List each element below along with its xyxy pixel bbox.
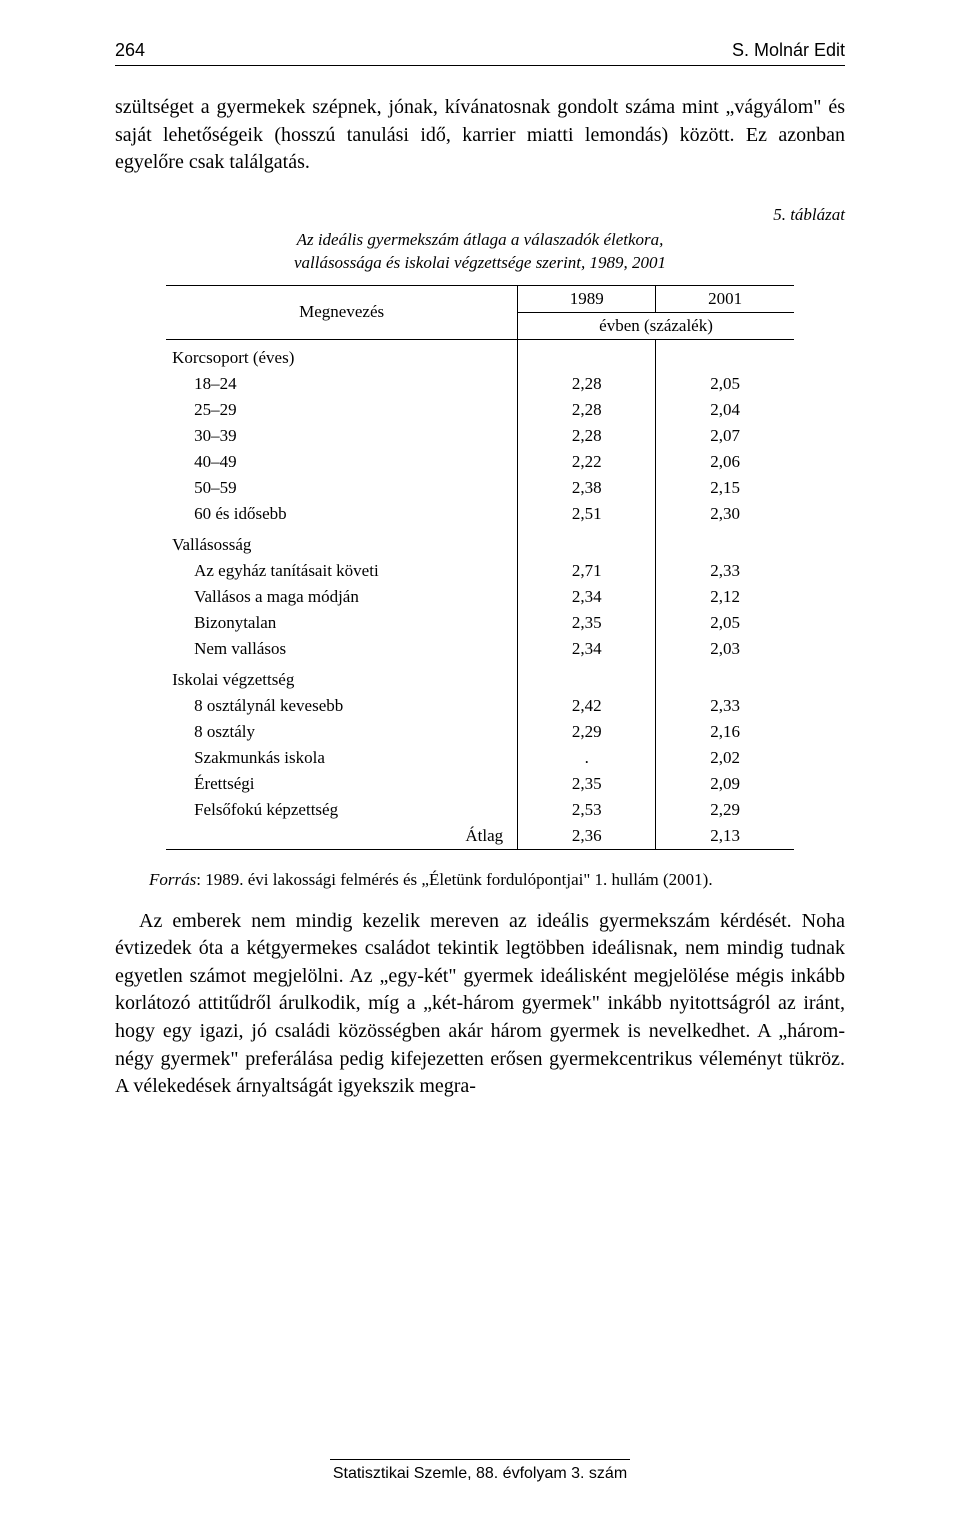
footer-rule bbox=[330, 1459, 630, 1460]
cell-1989: 2,34 bbox=[518, 584, 656, 610]
cell-empty bbox=[518, 527, 656, 558]
cell-1989: . bbox=[518, 745, 656, 771]
table-title-line1: Az ideális gyermekszám átlaga a válaszad… bbox=[297, 230, 664, 249]
cell-2001: 2,16 bbox=[656, 719, 794, 745]
cell-empty bbox=[656, 339, 794, 371]
page-footer: Statisztikai Szemle, 88. évfolyam 3. szá… bbox=[0, 1459, 960, 1483]
cell-2001: 2,02 bbox=[656, 745, 794, 771]
paragraph-2: Az emberek nem mindig kezelik mereven az… bbox=[115, 908, 845, 1101]
cell-empty bbox=[518, 339, 656, 371]
cell-2001: 2,04 bbox=[656, 397, 794, 423]
page-header: 264 S. Molnár Edit bbox=[115, 40, 845, 66]
cell-1989: 2,29 bbox=[518, 719, 656, 745]
row-label: Szakmunkás iskola bbox=[166, 745, 518, 771]
cell-1989: 2,42 bbox=[518, 693, 656, 719]
data-table: Megnevezés 1989 2001 évben (százalék) Ko… bbox=[166, 285, 794, 850]
cell-2001: 2,05 bbox=[656, 610, 794, 636]
cell-2001: 2,33 bbox=[656, 693, 794, 719]
cell-2001: 2,15 bbox=[656, 475, 794, 501]
table-title-line2: vallásossága és iskolai végzettsége szer… bbox=[294, 253, 666, 272]
group-title: Korcsoport (éves) bbox=[166, 339, 518, 371]
row-label: 8 osztály bbox=[166, 719, 518, 745]
cell-1989: 2,28 bbox=[518, 423, 656, 449]
cell-2001: 2,03 bbox=[656, 636, 794, 662]
cell-1989: 2,35 bbox=[518, 771, 656, 797]
page: 264 S. Molnár Edit szültséget a gyermeke… bbox=[0, 0, 960, 1523]
row-label: 40–49 bbox=[166, 449, 518, 475]
th-name: Megnevezés bbox=[166, 285, 518, 339]
table-source: Forrás: 1989. évi lakossági felmérés és … bbox=[129, 870, 831, 890]
footer-text: Statisztikai Szemle, 88. évfolyam 3. szá… bbox=[333, 1465, 627, 1482]
total-2001: 2,13 bbox=[656, 823, 794, 850]
cell-1989: 2,35 bbox=[518, 610, 656, 636]
cell-1989: 2,28 bbox=[518, 397, 656, 423]
cell-empty bbox=[656, 527, 794, 558]
cell-2001: 2,07 bbox=[656, 423, 794, 449]
row-label: 18–24 bbox=[166, 371, 518, 397]
cell-1989: 2,53 bbox=[518, 797, 656, 823]
row-label: 30–39 bbox=[166, 423, 518, 449]
row-label: 50–59 bbox=[166, 475, 518, 501]
source-text: : 1989. évi lakossági felmérés és „Életü… bbox=[196, 870, 712, 889]
row-label: 8 osztálynál kevesebb bbox=[166, 693, 518, 719]
cell-1989: 2,71 bbox=[518, 558, 656, 584]
table-label: 5. táblázat bbox=[115, 205, 845, 225]
row-label: Az egyház tanításait követi bbox=[166, 558, 518, 584]
row-label: Érettségi bbox=[166, 771, 518, 797]
table-title: Az ideális gyermekszám átlaga a válaszad… bbox=[155, 229, 805, 275]
row-label: Nem vallásos bbox=[166, 636, 518, 662]
page-number: 264 bbox=[115, 40, 145, 61]
group-title: Iskolai végzettség bbox=[166, 662, 518, 693]
cell-1989: 2,22 bbox=[518, 449, 656, 475]
th-subhead: évben (százalék) bbox=[518, 312, 794, 339]
cell-1989: 2,38 bbox=[518, 475, 656, 501]
cell-empty bbox=[656, 662, 794, 693]
group-title: Vallásosság bbox=[166, 527, 518, 558]
cell-1989: 2,51 bbox=[518, 501, 656, 527]
total-label: Átlag bbox=[166, 823, 518, 850]
cell-2001: 2,05 bbox=[656, 371, 794, 397]
cell-1989: 2,28 bbox=[518, 371, 656, 397]
paragraph-1: szültséget a gyermekek szépnek, jónak, k… bbox=[115, 94, 845, 177]
row-label: 60 és idősebb bbox=[166, 501, 518, 527]
row-label: Vallásos a maga módján bbox=[166, 584, 518, 610]
cell-2001: 2,06 bbox=[656, 449, 794, 475]
cell-2001: 2,12 bbox=[656, 584, 794, 610]
source-label: Forrás bbox=[149, 870, 196, 889]
cell-2001: 2,33 bbox=[656, 558, 794, 584]
cell-2001: 2,09 bbox=[656, 771, 794, 797]
cell-1989: 2,34 bbox=[518, 636, 656, 662]
th-year-2001: 2001 bbox=[656, 285, 794, 312]
th-year-1989: 1989 bbox=[518, 285, 656, 312]
row-label: 25–29 bbox=[166, 397, 518, 423]
cell-2001: 2,30 bbox=[656, 501, 794, 527]
total-1989: 2,36 bbox=[518, 823, 656, 850]
cell-2001: 2,29 bbox=[656, 797, 794, 823]
page-author: S. Molnár Edit bbox=[732, 40, 845, 61]
row-label: Felsőfokú képzettség bbox=[166, 797, 518, 823]
row-label: Bizonytalan bbox=[166, 610, 518, 636]
cell-empty bbox=[518, 662, 656, 693]
